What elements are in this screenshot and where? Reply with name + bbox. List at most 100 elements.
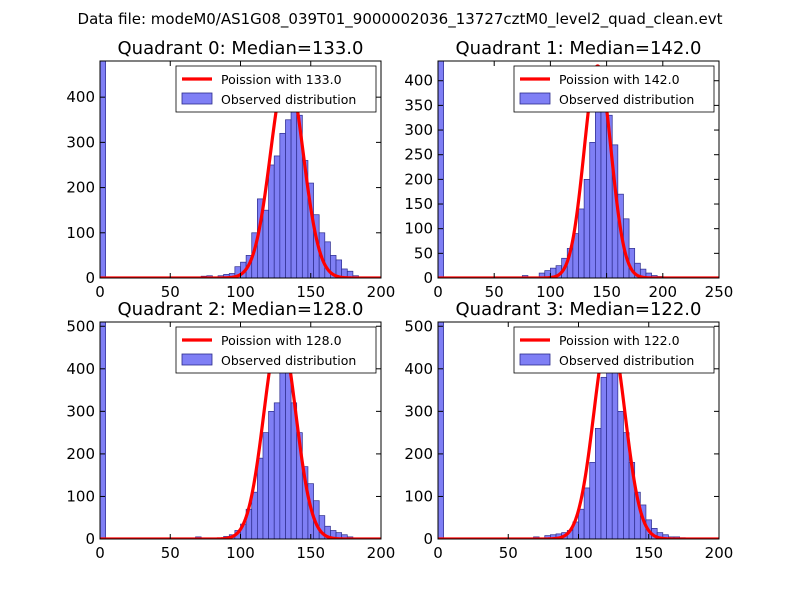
y-tick-label: 100 [404,220,433,238]
histogram-bar [268,411,275,539]
histogram-bar [583,487,591,539]
y-tick-label: 500 [404,317,433,335]
histogram-bar [285,359,292,539]
axes-frame [437,60,720,279]
histogram-bar [268,164,275,278]
legend-line-label: Poission with 142.0 [559,72,680,87]
chart-panel-3: Quadrant 3: Median=122.0 0 50 100 150 200 0 100… [404,299,733,562]
histogram-bar [273,155,281,278]
y-tick-label: 250 [404,146,433,164]
histogram-bar [606,364,613,539]
x-tick-label: 100 [564,544,593,562]
x-tick-label: 150 [592,283,621,301]
x-tick-label: 100 [226,544,255,562]
figure-title: Data file: modeM0/AS1G08_039T01_90000020… [78,10,723,29]
histogram-bar [611,368,619,539]
legend-line-label: Poission with 133.0 [221,72,342,87]
histogram-bar [279,368,286,539]
y-tick-label: 200 [404,445,433,463]
y-tick-label: 500 [66,317,95,335]
legend-line-label: Poission with 122.0 [559,333,680,348]
x-tick-label: 100 [226,283,255,301]
x-tick-label: 0 [433,283,443,301]
y-tick-label: 400 [66,88,95,106]
legend-line-label: Poission with 128.0 [221,333,342,348]
y-tick-label: 300 [404,121,433,139]
x-tick-label: 0 [95,544,105,562]
x-tick-label: 200 [705,544,734,562]
histogram-bar [589,462,596,539]
x-tick-label: 0 [433,544,443,562]
y-tick-label: 0 [85,530,95,548]
chart-title: Quadrant 1: Median=142.0 [456,38,702,59]
x-tick-label: 150 [296,544,325,562]
x-tick-label: 0 [95,283,105,301]
histogram-bar [279,132,286,278]
histogram-bar [595,428,602,539]
y-tick-label: 200 [66,445,95,463]
y-tick-label: 100 [404,487,433,505]
y-tick-label: 200 [66,179,95,197]
histogram-bar [583,179,591,278]
panels: Quadrant 0: Median=133.0 0 50 100 150 200 0 100… [66,38,733,562]
chart-title: Quadrant 3: Median=122.0 [456,299,702,320]
x-tick-label: 200 [367,544,396,562]
y-tick-label: 0 [423,530,433,548]
histogram-bar [262,432,269,539]
histogram-bar [273,402,281,539]
legend-bar-label: Observed distribution [221,353,356,368]
x-tick-label: 250 [705,283,734,301]
x-tick-label: 150 [634,544,663,562]
y-tick-label: 100 [66,487,95,505]
legend-bar-swatch [181,353,213,366]
histogram-bar [262,209,269,278]
plot-area [438,61,719,278]
poisson-curve-line [100,328,381,539]
legend-bar-swatch [519,353,551,366]
legend-bar-label: Observed distribution [221,92,356,107]
chart-title: Quadrant 2: Median=128.0 [118,299,364,320]
histogram-bar [100,61,106,278]
histogram-bar [438,322,444,539]
histogram-bar [100,322,106,539]
histogram-bar [285,119,292,278]
x-tick-label: 200 [648,283,677,301]
x-tick-label: 50 [161,544,180,562]
plot-area [438,322,719,539]
x-tick-label: 100 [536,283,565,301]
legend-bar-label: Observed distribution [559,353,694,368]
x-tick-label: 50 [499,544,518,562]
x-tick-label: 150 [296,283,325,301]
chart-panel-0: Quadrant 0: Median=133.0 0 50 100 150 200 0 100… [66,38,395,301]
y-tick-label: 350 [404,96,433,114]
y-tick-label: 400 [66,360,95,378]
legend-bar-swatch [181,92,213,105]
histogram-bar [438,61,444,278]
chart-title: Quadrant 0: Median=133.0 [118,38,364,59]
histogram-bar [595,90,602,278]
y-tick-label: 300 [404,402,433,420]
histogram-bar [257,457,264,539]
histogram-bar [290,96,298,278]
y-tick-label: 400 [404,360,433,378]
x-tick-label: 50 [485,283,504,301]
y-tick-label: 0 [85,269,95,287]
histogram-bar [578,508,585,539]
chart-panel-1: Quadrant 1: Median=142.0 0 50 100 150 200 250 0… [404,38,733,301]
y-tick-label: 150 [404,195,433,213]
legend-bar-swatch [519,92,551,105]
histogram-bar [578,208,585,278]
histogram-bar [617,411,624,539]
x-tick-label: 200 [367,283,396,301]
y-tick-label: 50 [414,244,433,262]
y-tick-label: 300 [66,133,95,151]
y-tick-label: 100 [66,224,95,242]
histogram-bar [600,376,607,539]
histogram-bar [346,270,354,278]
y-tick-label: 200 [404,170,433,188]
chart-panel-2: Quadrant 2: Median=128.0 0 50 100 150 200 0 100… [66,299,395,562]
y-tick-label: 400 [404,72,433,90]
histogram-bar [589,142,596,278]
y-tick-label: 0 [423,269,433,287]
